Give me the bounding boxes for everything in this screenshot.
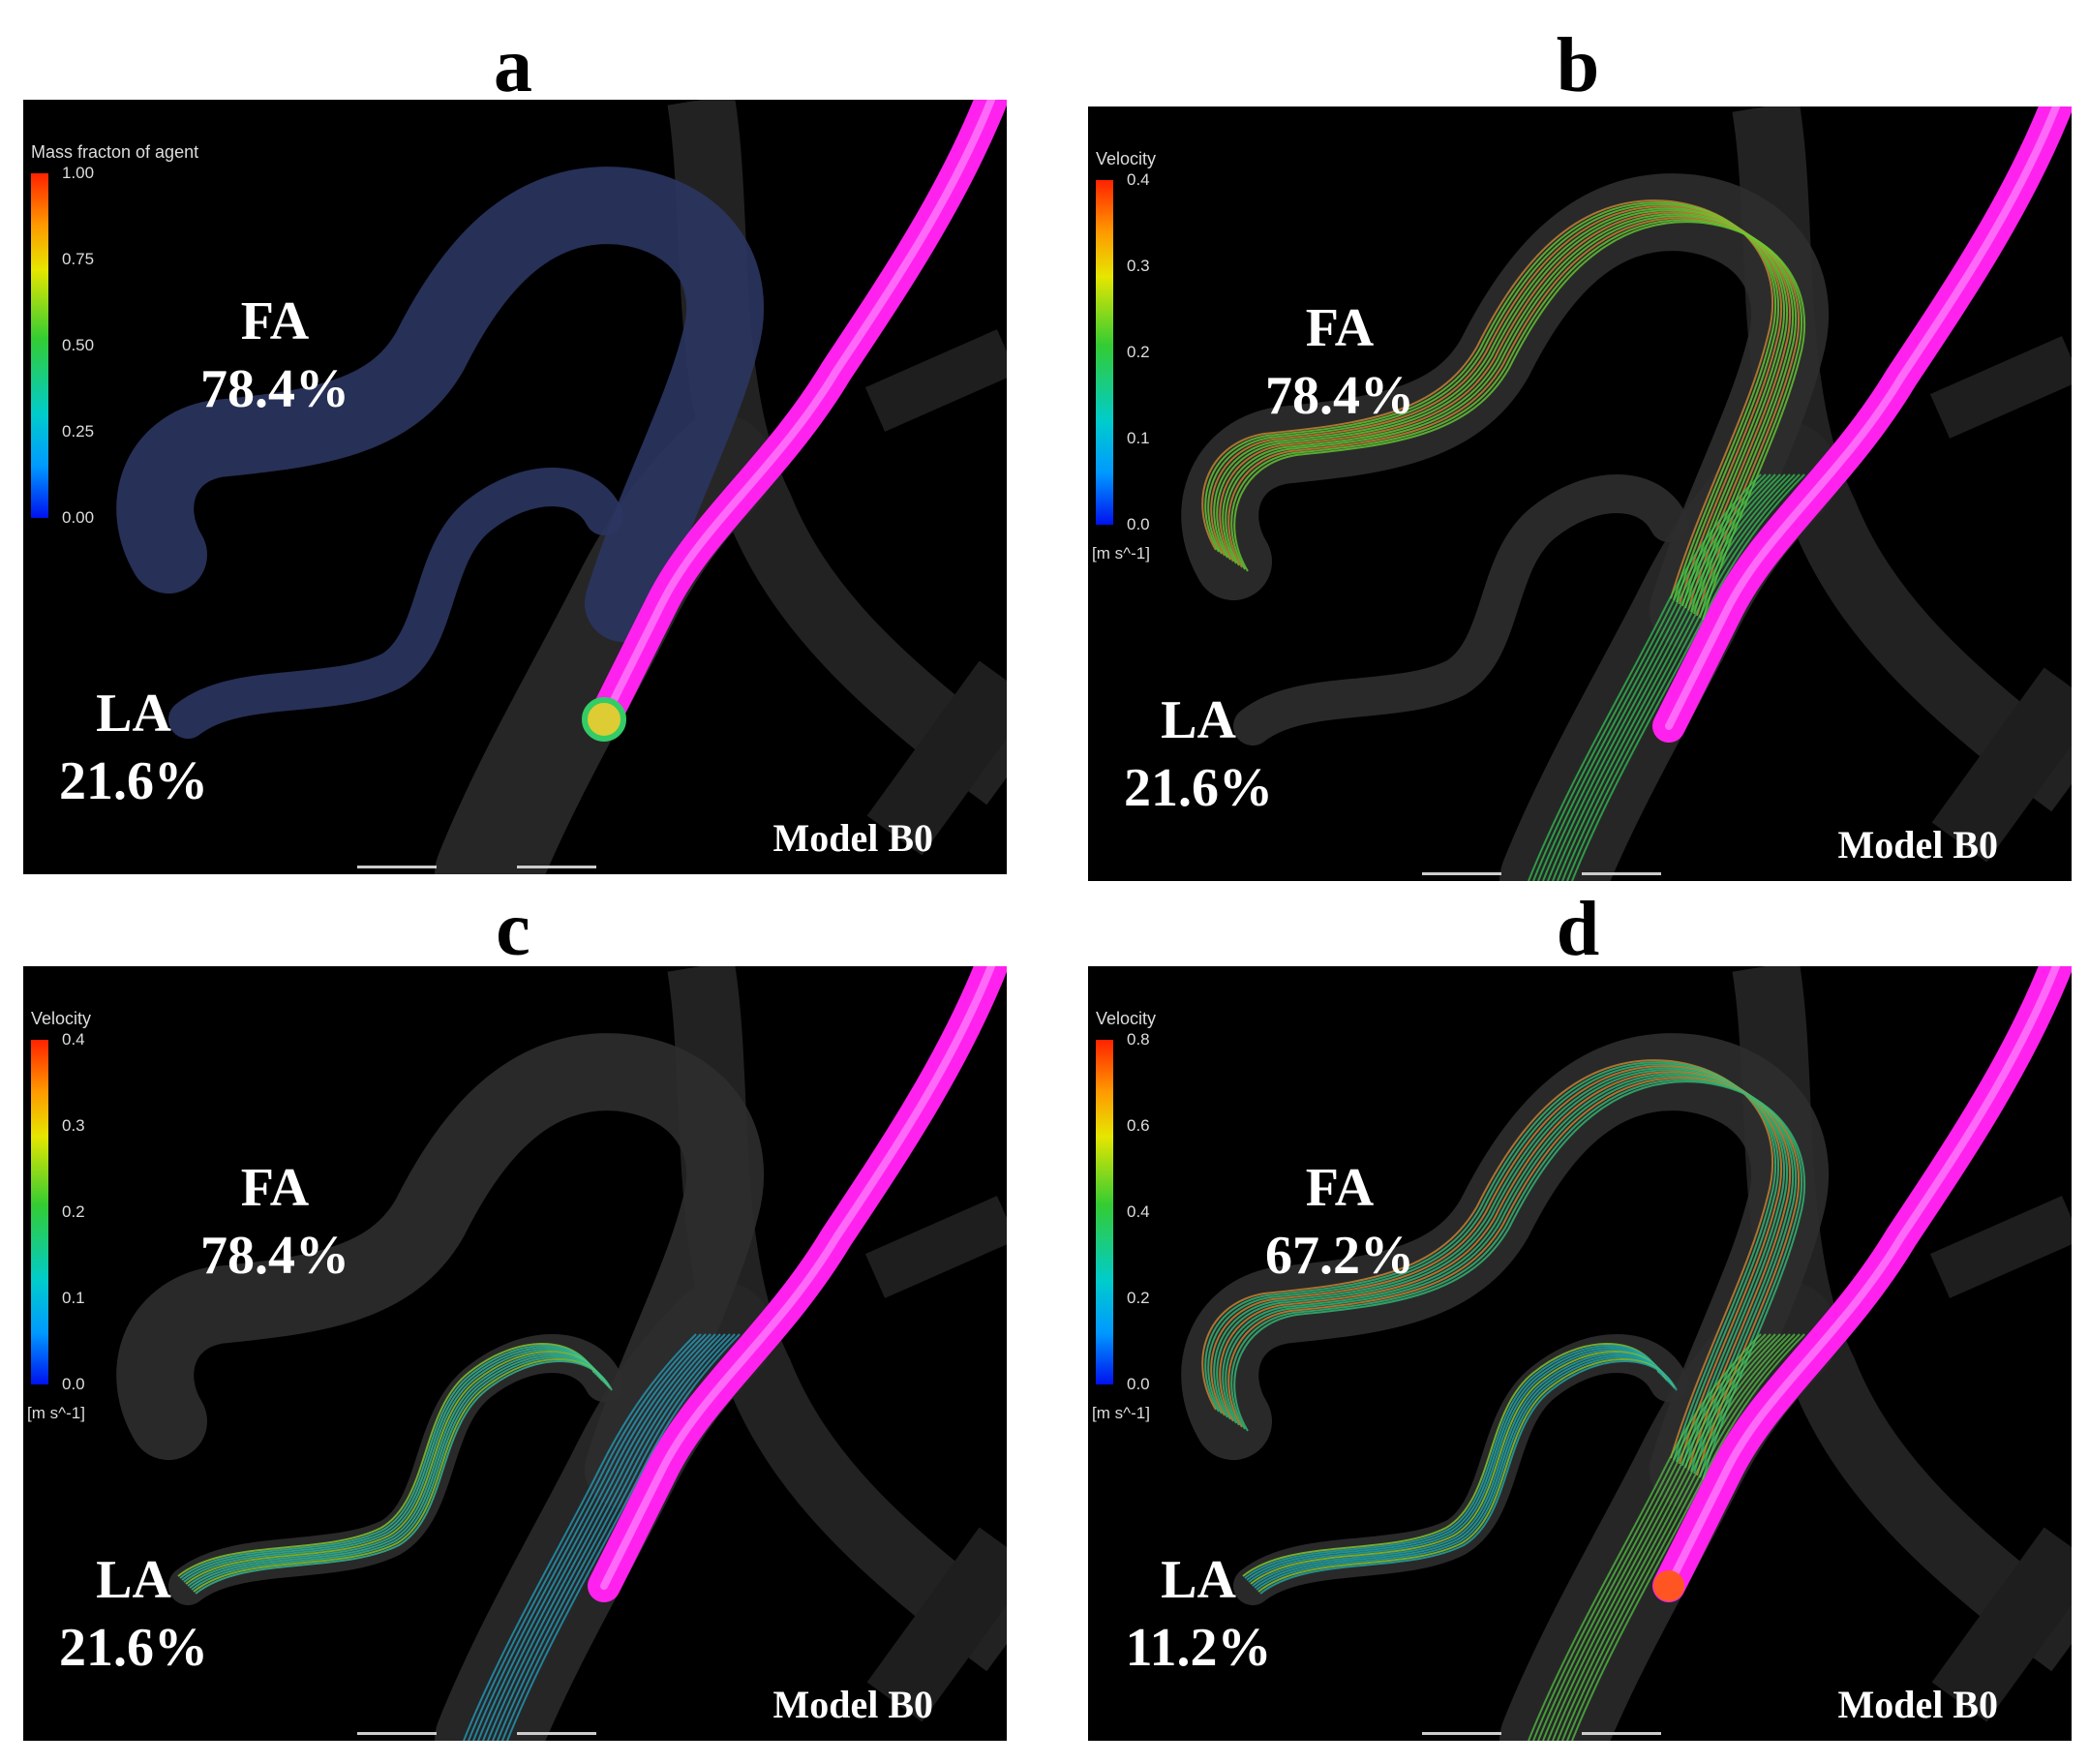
legend-tick: 0.2 — [1127, 343, 1150, 361]
scale-bar — [517, 1732, 596, 1735]
panel-d: Velocity 0.8 0.6 0.4 0.2 0.0 [m s^-1] FA 67.… — [1088, 966, 2072, 1741]
legend-title: Velocity — [1096, 1009, 1157, 1028]
panel-c: Velocity 0.4 0.3 0.2 0.1 0.0 [m s^-1] FA 78.… — [23, 966, 1007, 1741]
vessel-render — [1181, 106, 2072, 881]
legend-tick: 1.00 — [62, 164, 95, 182]
legend-tick: 0.0 — [1127, 1375, 1150, 1393]
legend-tick: 0.2 — [62, 1202, 85, 1221]
la-label: LA — [1161, 690, 1236, 750]
scale-bar — [1422, 1732, 1501, 1735]
model-label: Model B0 — [772, 816, 933, 860]
fa-label: FA — [1305, 298, 1375, 358]
legend-colorbar — [31, 173, 48, 518]
scale-bar — [357, 866, 437, 868]
la-percentage: 21.6% — [59, 751, 208, 811]
panel-letter-c: c — [496, 887, 530, 972]
panel-letter-a: a — [494, 23, 532, 108]
scale-bar — [1422, 872, 1501, 875]
legend-unit: [m s^-1] — [27, 1404, 85, 1422]
fa-percentage: 78.4% — [200, 359, 349, 419]
fa-label: FA — [240, 1158, 310, 1218]
vessel-render — [116, 966, 1007, 1741]
vessel-render — [116, 100, 1007, 874]
scale-bar — [1582, 872, 1661, 875]
scale-bar — [517, 866, 596, 868]
legend-tick: 0.25 — [62, 422, 95, 441]
model-label: Model B0 — [772, 1683, 933, 1726]
la-label: LA — [96, 684, 171, 744]
fa-label: FA — [1305, 1158, 1375, 1218]
legend-tick: 0.2 — [1127, 1289, 1150, 1307]
legend-tick: 0.1 — [62, 1289, 85, 1307]
legend-tick: 0.00 — [62, 508, 95, 527]
la-label: LA — [96, 1550, 171, 1610]
la-percentage: 11.2% — [1125, 1618, 1272, 1678]
legend-tick: 0.3 — [62, 1116, 85, 1135]
legend-tick: 0.4 — [62, 1030, 85, 1049]
legend-tick: 0.0 — [62, 1375, 85, 1393]
la-percentage: 21.6% — [59, 1618, 208, 1678]
fa-percentage: 67.2% — [1265, 1226, 1414, 1286]
legend-tick: 0.50 — [62, 336, 95, 354]
legend-tick: 0.8 — [1127, 1030, 1150, 1049]
model-label: Model B0 — [1837, 1683, 1998, 1726]
scale-bar — [1582, 1732, 1661, 1735]
legend-title: Velocity — [1096, 149, 1157, 168]
legend-tick: 0.4 — [1127, 1202, 1150, 1221]
legend-tick: 0.1 — [1127, 429, 1150, 447]
legend-tick: 0.3 — [1127, 257, 1150, 275]
legend-tick: 0.75 — [62, 250, 95, 268]
la-percentage: 21.6% — [1124, 758, 1273, 818]
legend-unit: [m s^-1] — [1092, 1404, 1150, 1422]
model-label: Model B0 — [1837, 823, 1998, 867]
legend-title: Mass fracton of agent — [31, 142, 199, 162]
legend-tick: 0.4 — [1127, 170, 1150, 189]
scale-bar — [357, 1732, 437, 1735]
legend-colorbar — [31, 1040, 48, 1384]
legend-title: Velocity — [31, 1009, 92, 1028]
la-label: LA — [1161, 1550, 1236, 1610]
legend-colorbar — [1096, 1040, 1113, 1384]
fa-percentage: 78.4% — [1265, 366, 1414, 426]
legend-tick: 0.0 — [1127, 515, 1150, 533]
panel-a: Mass fracton of agent 1.00 0.75 0.50 0.25 0.… — [23, 100, 1007, 874]
panel-letter-d: d — [1556, 887, 1600, 972]
legend-unit: [m s^-1] — [1092, 544, 1150, 563]
panel-b: Velocity 0.4 0.3 0.2 0.1 0.0 [m s^-1] FA 78.… — [1088, 106, 2072, 881]
fa-label: FA — [240, 291, 310, 351]
panel-letter-b: b — [1556, 23, 1600, 108]
legend-colorbar — [1096, 180, 1113, 525]
fa-percentage: 78.4% — [200, 1226, 349, 1286]
legend-tick: 0.6 — [1127, 1116, 1150, 1135]
vessel-render — [1181, 966, 2072, 1741]
